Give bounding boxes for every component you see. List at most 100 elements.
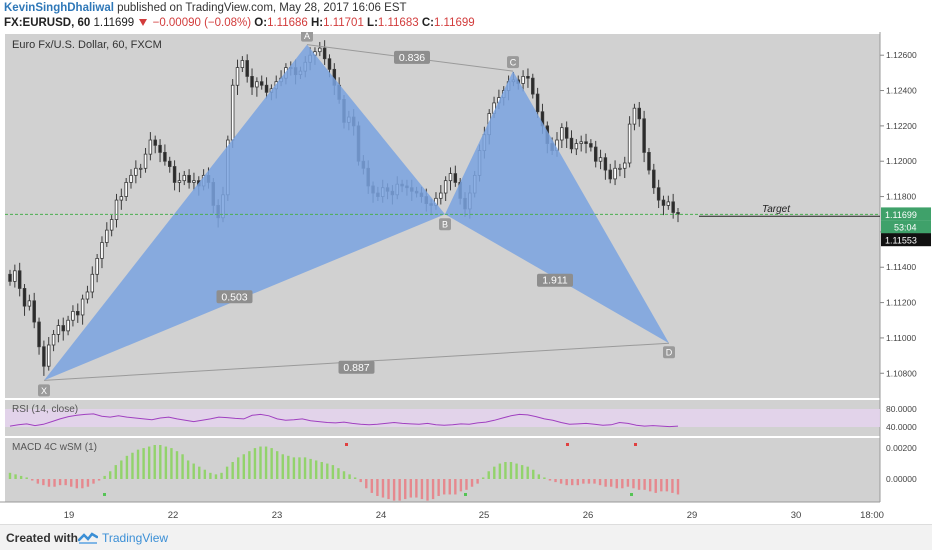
macd-signal-dot [103,493,106,496]
macd-bar [643,479,646,490]
macd-bar [309,458,312,479]
price-change: −0.00090 (−0.08%) [152,17,252,29]
candle-body [255,81,259,88]
candle-body [66,319,70,332]
macd-signal-dot [566,443,569,446]
candle-body [240,60,245,68]
candle-body [90,273,95,293]
current-price-label: 1.11699 [885,210,917,220]
candle-body [177,180,182,183]
candle-body [100,242,104,259]
macd-bar [342,471,346,479]
footer: Created with TradingView [0,524,932,550]
macd-bar [648,479,652,492]
candle-body [61,325,65,332]
macd-bar [298,457,301,479]
rsi-tick-label: 80.0000 [886,404,917,414]
rsi-band [5,409,880,427]
macd-bar [147,446,151,479]
macd-bar [676,479,680,495]
macd-bar [493,466,496,479]
macd-bar [270,448,273,479]
candle-body [80,298,85,316]
macd-bar [515,463,518,479]
macd-signal-dot [630,493,633,496]
macd-bar [559,479,563,484]
point-label: X [41,386,47,396]
candle-body [322,47,327,60]
macd-bar [186,460,190,479]
candle-body [119,196,124,201]
macd-bar [381,479,385,498]
ratio-label-box [394,50,430,64]
candle-body [153,139,157,146]
tradingview-logo-icon[interactable] [78,531,98,545]
macd-bar [459,479,463,492]
macd-bar [153,445,156,479]
ratio-label-box [216,290,253,304]
candle-body [134,167,138,176]
macd-bar [53,479,56,487]
macd-bar [259,446,262,479]
price-tick-label: 1.12000 [886,156,917,166]
ratio-label: 0.503 [221,291,247,303]
tradingview-brand[interactable]: TradingView [102,531,169,545]
macd-bar [365,479,368,489]
macd-tick-label: 0.00200 [886,443,917,453]
candle-body [27,300,32,307]
macd-bar [443,479,446,495]
pattern-xab-triangle [44,44,445,381]
macd-bar [481,477,485,479]
macd-bar [8,472,12,479]
macd-bar [125,455,129,479]
macd-bar [225,466,229,479]
candle-body [652,169,656,189]
candle-body [105,229,109,243]
candle-body [13,270,17,282]
low-value: 1.11683 [377,17,419,29]
macd-bar [404,479,407,500]
candle-body [661,199,666,206]
candle-body [182,174,186,182]
point-label: D [666,348,673,358]
macd-bar [626,479,630,487]
macd-bar [159,445,162,479]
macd-bar [420,479,424,500]
candle-body [584,141,588,144]
macd-bar [621,479,624,489]
macd-bar [136,449,140,479]
macd-bar [598,479,602,486]
candle-body [143,153,148,169]
macd-bar [498,463,502,479]
macd-bar [632,479,635,489]
macd-bar [237,457,240,479]
candle-body [327,58,332,70]
macd-bar [331,465,335,479]
candle-body [443,180,448,194]
candle-body [109,219,114,231]
macd-bar [25,477,28,479]
price-chart[interactable]: 1.12600 1.12400 1.12200 1.12000 1.11800 1.116… [0,32,932,524]
macd-bar [114,465,117,479]
author-name[interactable]: KevinSinghDhaliwal [4,2,114,14]
macd-bar [320,462,323,479]
macd-bar [359,479,362,483]
candle-body [148,139,153,155]
candle-body [535,93,540,113]
macd-bar [220,472,223,479]
macd-bar [192,463,195,479]
macd-bar [571,479,574,486]
candle-body [129,174,133,183]
macd-tick-label: 0.00000 [886,474,917,484]
macd-bar [164,446,168,479]
macd-bar [120,460,123,479]
macd-bar [409,479,412,498]
macd-bar [175,451,179,479]
point-label-box [507,56,519,69]
symbol-name[interactable]: FX:EURUSD, 60 [4,17,91,29]
macd-bar [637,479,641,490]
candle-body [172,166,177,183]
macd-signal-dot [634,443,637,446]
macd-bar [214,474,218,479]
macd-bar [281,454,284,479]
